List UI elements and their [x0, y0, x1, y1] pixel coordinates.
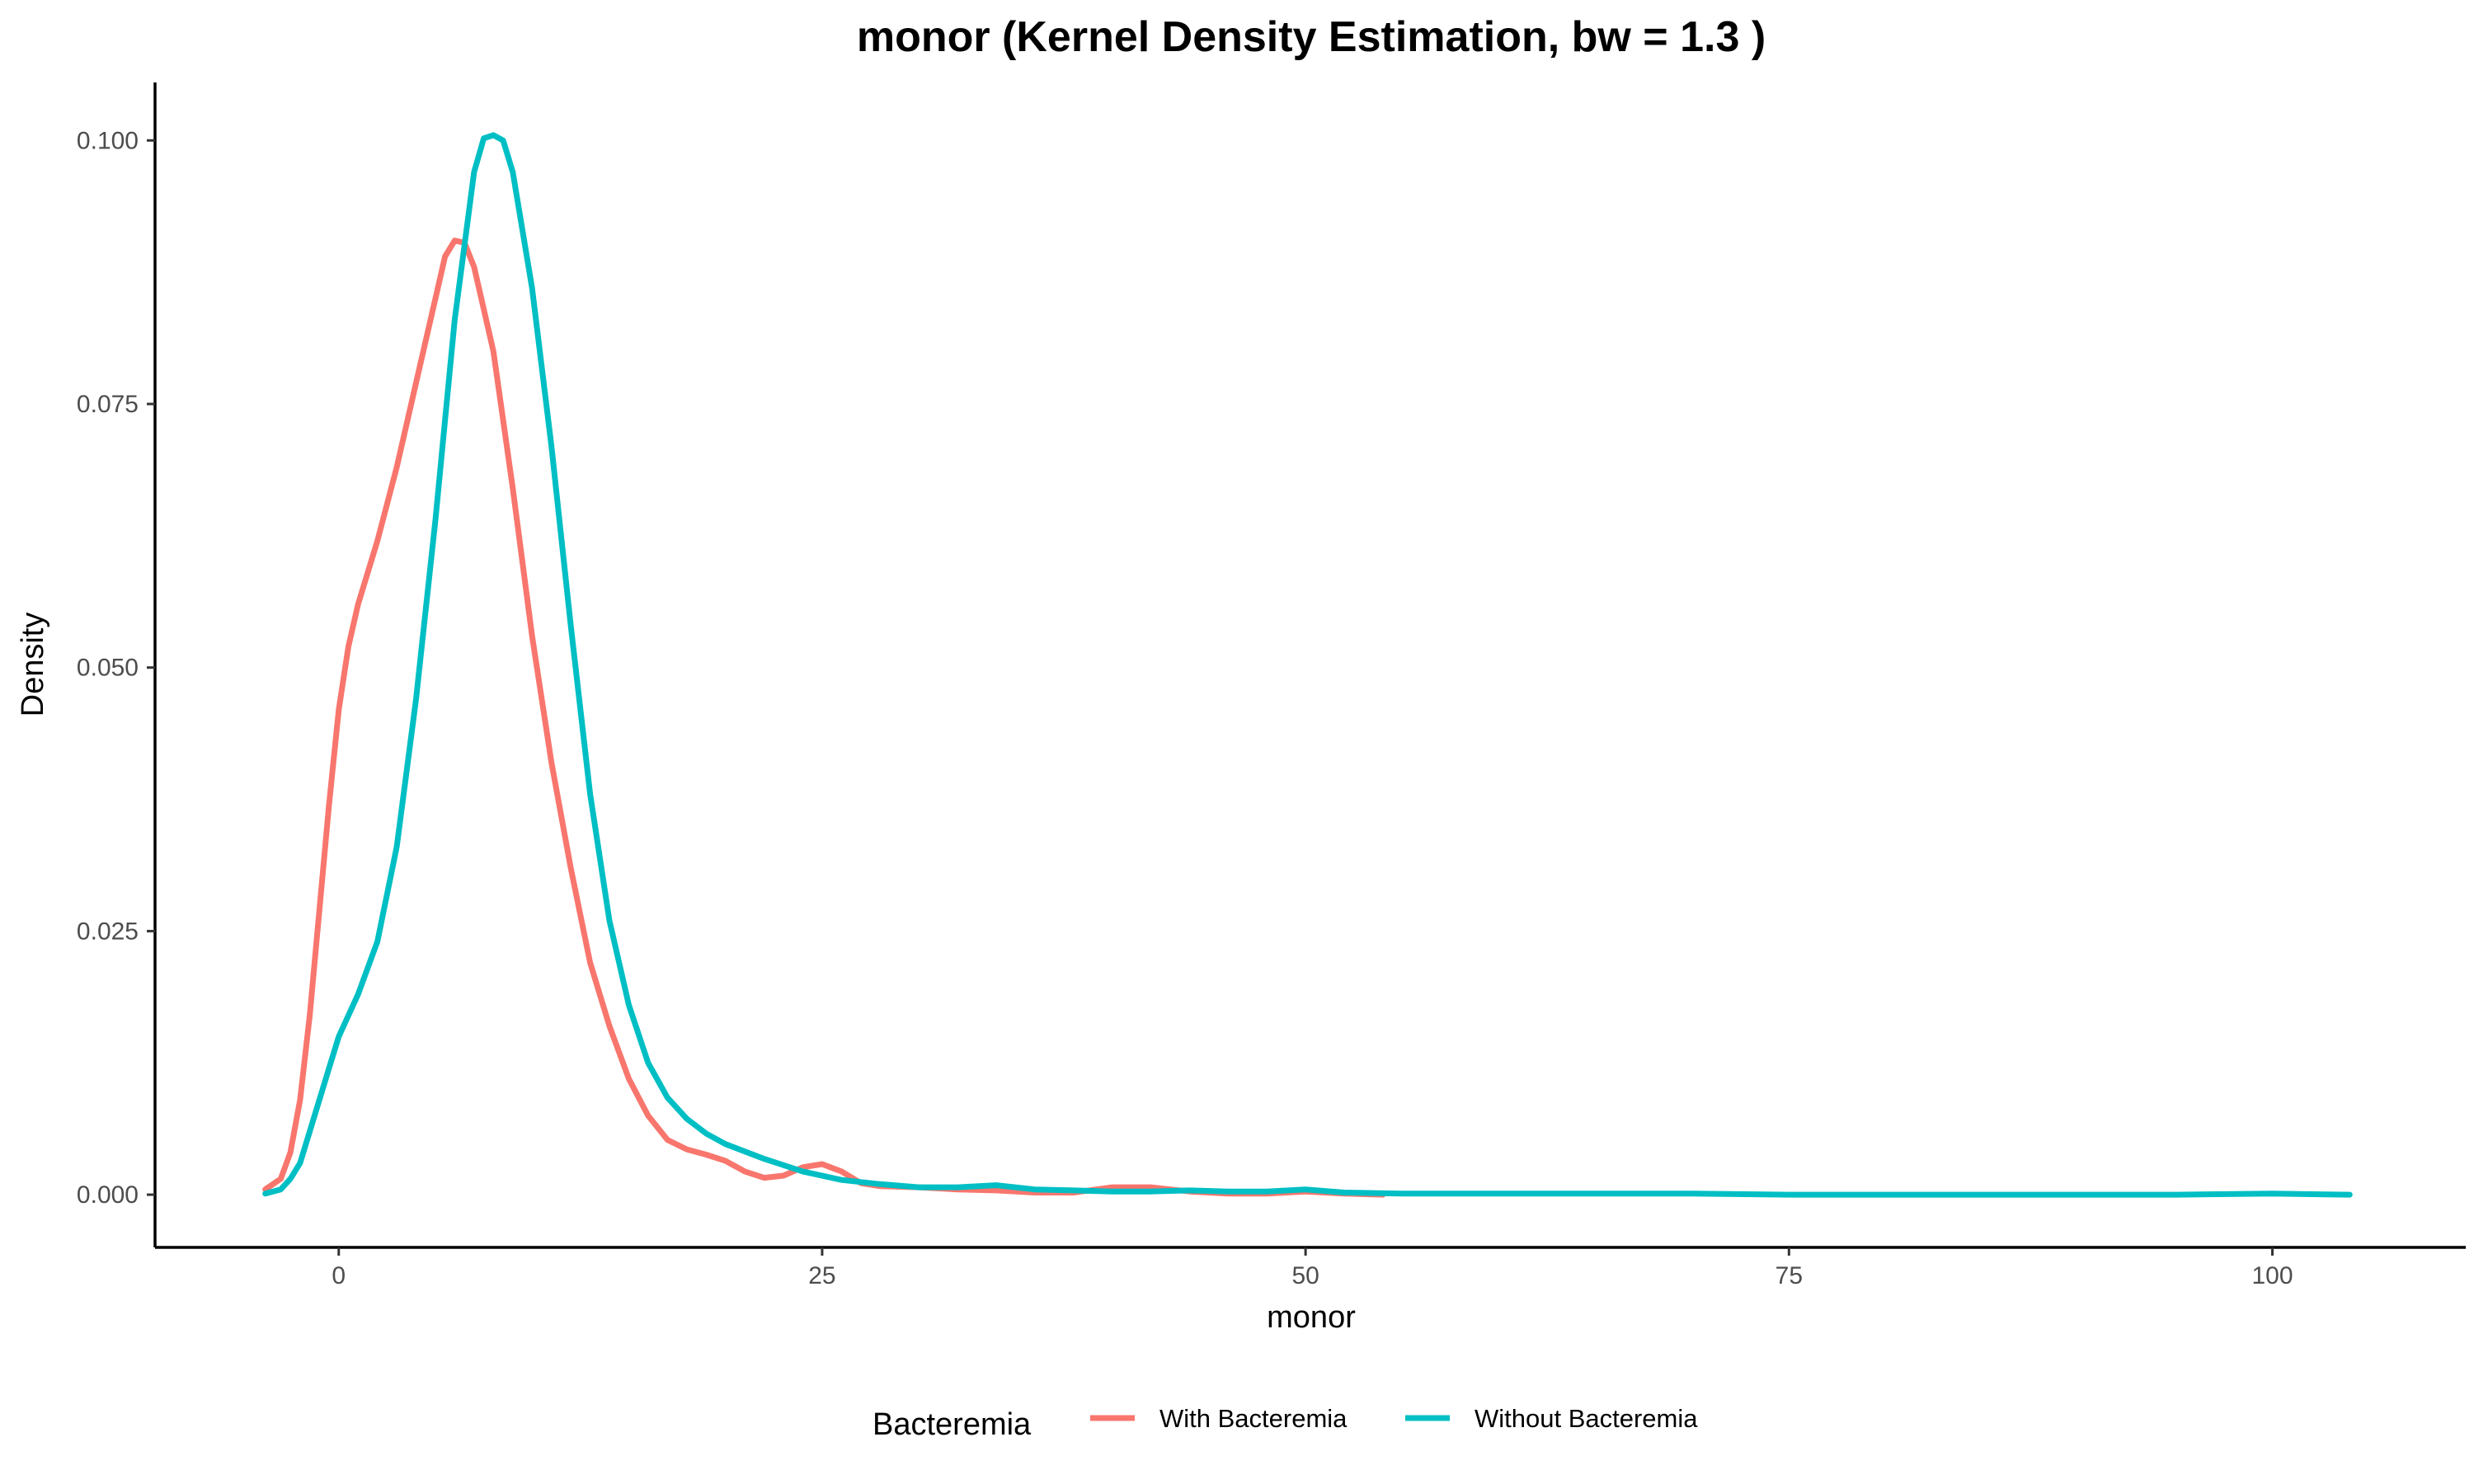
x-tick-label: 100 [2251, 1262, 2293, 1289]
x-axis-ticks: 0 25 50 75 100 [332, 1247, 2293, 1289]
legend-label-with-bacteremia: With Bacteremia [1159, 1404, 1348, 1433]
y-axis-title: Density [16, 613, 50, 717]
x-tick-label: 50 [1291, 1262, 1319, 1289]
series-line-without-bacteremia [262, 132, 2353, 1198]
legend-title: Bacteremia [872, 1407, 1032, 1442]
y-tick-label: 0.100 [77, 127, 139, 154]
x-tick-label: 0 [332, 1262, 346, 1289]
chart-title: monor (Kernel Density Estimation, bw = 1… [857, 13, 1766, 61]
x-tick-label: 25 [808, 1262, 835, 1289]
y-tick-label: 0.025 [77, 918, 139, 945]
x-axis-title: monor [1267, 1300, 1356, 1335]
x-tick-label: 75 [1776, 1262, 1803, 1289]
legend-label-without-bacteremia: Without Bacteremia [1475, 1404, 1698, 1433]
plot-area [262, 132, 2353, 1198]
y-axis-ticks: 0.000 0.025 0.050 0.075 0.100 [77, 127, 155, 1209]
y-tick-label: 0.000 [77, 1181, 139, 1209]
y-tick-label: 0.075 [77, 391, 139, 418]
y-tick-label: 0.050 [77, 655, 139, 682]
legend: Bacteremia With Bacteremia Without Bacter… [872, 1404, 1698, 1442]
